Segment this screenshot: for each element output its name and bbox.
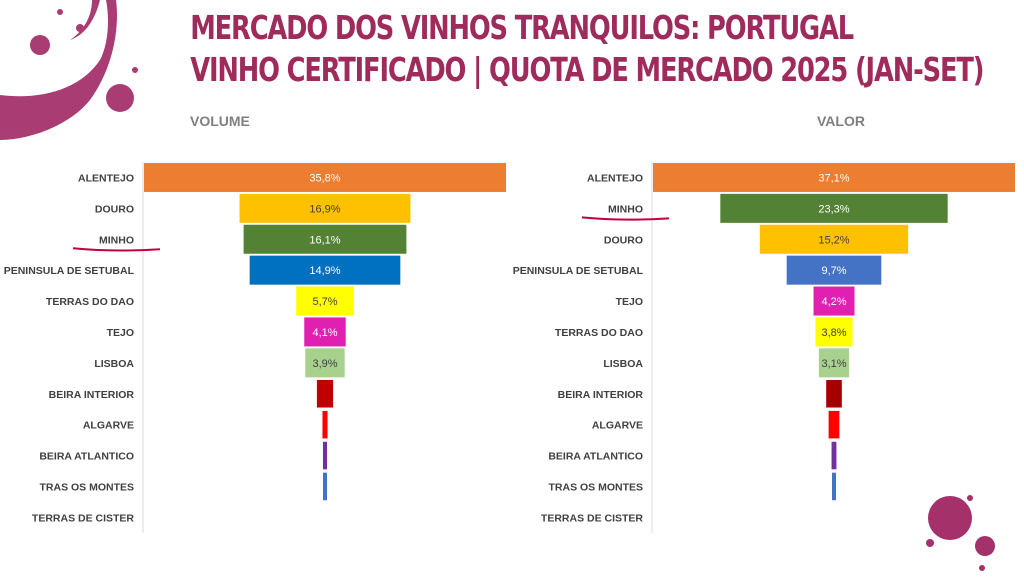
main-title-line1: MERCADO DOS VINHOS TRANQUILOS: PORTUGAL	[190, 8, 854, 47]
category-label-beira-atlantico: BEIRA ATLANTICO	[39, 451, 134, 463]
bar-douro	[759, 224, 909, 254]
category-label-tras-os-montes: TRAS OS MONTES	[548, 481, 643, 493]
category-label-tras-os-montes: TRAS OS MONTES	[39, 481, 134, 493]
category-label-algarve: ALGARVE	[83, 420, 134, 432]
category-label-tejo: TEJO	[616, 296, 643, 308]
data-label-douro: 16,9%	[309, 203, 340, 215]
category-label-terras-de-cister: TERRAS DE CISTER	[32, 512, 135, 524]
data-label-peninsula-de-setubal: 9,7%	[821, 265, 846, 277]
data-label-minho: 16,1%	[309, 234, 340, 246]
data-label-minho: 23,3%	[818, 203, 849, 215]
bar-douro	[239, 193, 411, 223]
bar-algarve	[322, 410, 328, 439]
category-label-algarve: ALGARVE	[592, 420, 643, 432]
bar-beira-interior	[316, 379, 334, 408]
data-label-douro: 15,2%	[818, 234, 849, 246]
data-label-alentejo: 35,8%	[309, 172, 340, 184]
data-label-lisboa: 3,9%	[312, 358, 337, 370]
category-label-peninsula-de-setubal: PENINSULA DE SETUBAL	[513, 265, 644, 277]
bar-alentejo	[653, 162, 1015, 192]
data-label-lisboa: 3,1%	[821, 358, 846, 370]
data-label-tejo: 4,2%	[821, 296, 846, 308]
category-label-peninsula-de-setubal: PENINSULA DE SETUBAL	[4, 265, 135, 277]
data-label-terras-do-dao: 3,8%	[821, 327, 846, 339]
category-label-terras-do-dao: TERRAS DO DAO	[46, 296, 134, 308]
wine-splash-top-left-icon	[0, 0, 138, 140]
valor-panel-title: VALOR	[817, 113, 865, 129]
bar-tras-os-montes	[323, 472, 327, 501]
bar-lisboa	[818, 348, 850, 378]
category-label-alentejo: ALENTEJO	[78, 172, 134, 184]
volume-panel-title: VOLUME	[190, 113, 250, 129]
data-label-peninsula-de-setubal: 14,9%	[309, 265, 340, 277]
data-label-terras-do-dao: 5,7%	[312, 296, 337, 308]
bar-peninsula-de-setubal	[249, 255, 401, 285]
category-label-douro: DOURO	[95, 203, 134, 215]
bar-peninsula-de-setubal	[786, 255, 882, 285]
bar-lisboa	[305, 348, 345, 378]
category-label-beira-interior: BEIRA INTERIOR	[49, 389, 135, 401]
bar-algarve	[828, 410, 840, 439]
category-label-lisboa: LISBOA	[603, 358, 643, 370]
category-label-lisboa: LISBOA	[94, 358, 134, 370]
category-label-terras-de-cister: TERRAS DE CISTER	[541, 512, 644, 524]
category-label-terras-do-dao: TERRAS DO DAO	[555, 327, 643, 339]
category-label-beira-interior: BEIRA INTERIOR	[558, 389, 644, 401]
bar-terras-do-dao	[815, 317, 853, 347]
highlight-underline-minho	[581, 216, 670, 221]
data-label-tejo: 4,1%	[312, 327, 337, 339]
bar-tejo	[813, 286, 855, 316]
category-label-alentejo: ALENTEJO	[587, 172, 643, 184]
bar-alentejo	[144, 162, 506, 192]
category-label-douro: DOURO	[604, 234, 643, 246]
bar-minho	[720, 193, 948, 223]
bar-beira-atlantico	[322, 441, 328, 470]
category-label-tejo: TEJO	[107, 327, 134, 339]
bar-minho	[243, 224, 407, 254]
category-label-minho: MINHO	[99, 234, 134, 246]
bar-terras-do-dao	[296, 286, 354, 316]
highlight-underline-minho	[72, 247, 161, 252]
bar-beira-atlantico	[831, 441, 837, 470]
splash-shapes	[0, 0, 138, 140]
wine-splash-bottom-right-icon	[926, 495, 995, 571]
bar-tras-os-montes	[832, 472, 836, 501]
category-label-beira-atlantico: BEIRA ATLANTICO	[548, 451, 643, 463]
category-label-minho: MINHO	[608, 203, 643, 215]
bar-tejo	[304, 317, 346, 347]
bar-beira-interior	[826, 379, 842, 408]
volume-funnel-chart: ALENTEJO 35,8% DOURO 16,9% MINHO 16,1% PENINSU…	[4, 162, 506, 533]
data-label-alentejo: 37,1%	[818, 172, 849, 184]
